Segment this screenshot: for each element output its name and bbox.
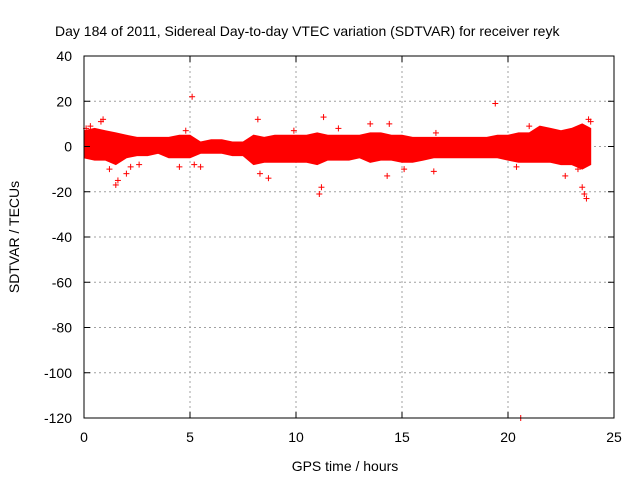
data-point [106, 166, 113, 173]
data-point [100, 116, 107, 123]
data-point [176, 163, 183, 170]
data-point [430, 168, 437, 175]
data-point [197, 163, 204, 170]
data-band [83, 123, 592, 170]
data-point [256, 170, 263, 177]
data-point [526, 123, 533, 130]
data-point [318, 184, 325, 191]
data-point [574, 166, 581, 173]
y-tick-label: 40 [56, 48, 72, 64]
x-tick-label: 0 [80, 429, 88, 445]
data-point [583, 195, 590, 202]
x-tick-label: 20 [500, 429, 516, 445]
x-axis-label: GPS time / hours [292, 458, 399, 474]
x-tick-label: 25 [606, 429, 622, 445]
data-point [562, 172, 569, 179]
y-tick-label: 0 [64, 139, 72, 155]
data-point [254, 116, 261, 123]
chart-title: Day 184 of 2011, Sidereal Day-to-day VTE… [55, 23, 560, 39]
x-tick-label: 15 [394, 429, 410, 445]
data-point [492, 100, 499, 107]
data-point [513, 163, 520, 170]
y-tick-label: -60 [52, 274, 72, 290]
data-series [83, 93, 594, 421]
data-point [114, 177, 121, 184]
y-tick-label: -120 [44, 410, 72, 426]
data-point [384, 172, 391, 179]
data-point [112, 181, 119, 188]
y-tick-label: -80 [52, 320, 72, 336]
y-axis-label: SDTVAR / TECUs [6, 181, 22, 293]
data-point [320, 114, 327, 121]
data-point [401, 166, 408, 173]
y-tick-label: -20 [52, 184, 72, 200]
data-point [386, 120, 393, 127]
data-point [127, 163, 134, 170]
data-point [581, 191, 588, 198]
data-point [265, 175, 272, 182]
data-point [189, 93, 196, 100]
data-point [182, 127, 189, 134]
data-point [432, 129, 439, 136]
y-tick-label: -40 [52, 229, 72, 245]
x-tick-label: 10 [288, 429, 304, 445]
grid-lines [84, 56, 614, 418]
data-point [587, 118, 594, 125]
data-point [136, 161, 143, 168]
data-point [290, 127, 297, 134]
data-point [123, 170, 130, 177]
data-point [579, 184, 586, 191]
data-point [335, 125, 342, 132]
data-point [367, 120, 374, 127]
data-point [87, 123, 94, 130]
y-tick-label: 20 [56, 93, 72, 109]
y-tick-label: -100 [44, 365, 72, 381]
data-point [191, 161, 198, 168]
data-point [316, 191, 323, 198]
x-tick-label: 5 [186, 429, 194, 445]
axis-ticks: 0 5 10 15 20 25 40 20 0 -20 -40 -60 -80 -100 -120 [44, 48, 622, 445]
